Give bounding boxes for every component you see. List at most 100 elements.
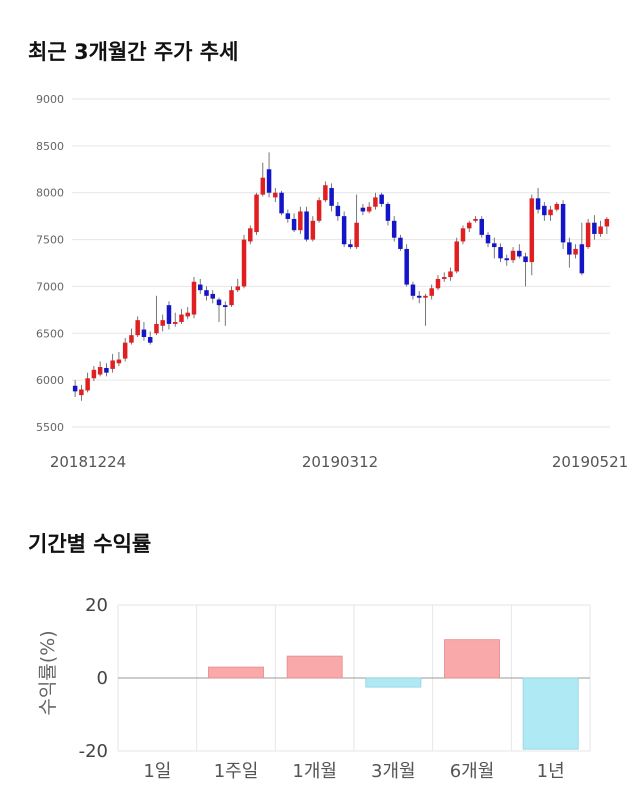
price-y-tick-label: 8000 (36, 187, 64, 200)
price-x-tick-label: 20190312 (302, 453, 378, 471)
candle-body (154, 323, 159, 334)
candle-body (373, 197, 378, 207)
returns-y-tick-label: 20 (85, 595, 108, 616)
candle-body (329, 188, 334, 206)
candle-body (548, 209, 553, 216)
price-x-tick-label: 20181224 (50, 453, 126, 471)
candle-body (197, 284, 203, 291)
returns-x-axis: 1일 1주일 1개월 3개월 6개월 1년 (143, 761, 564, 782)
returns-x-tick-label: 1개월 (292, 761, 337, 782)
candle-body (335, 205, 341, 217)
candle-body (260, 177, 266, 195)
candle-body (235, 286, 241, 291)
candle-body (104, 367, 109, 373)
candle-body (429, 288, 434, 296)
price-y-tick-label: 5500 (36, 421, 64, 434)
candle-body (116, 359, 122, 364)
candle-body (535, 198, 541, 210)
candle-body (598, 226, 603, 234)
candle-body (460, 228, 466, 242)
candle-body (79, 389, 84, 396)
returns-x-tick-label: 1주일 (214, 761, 259, 782)
candle-body (554, 203, 560, 210)
candle-body (141, 329, 147, 338)
returns-grid (117, 604, 591, 752)
candle-body (166, 305, 172, 324)
returns-y-tick-label: -20 (79, 741, 108, 762)
candle-body (172, 322, 178, 324)
candle-body (204, 290, 209, 296)
price-x-axis: 20181224 20190312 20190521 (50, 453, 628, 471)
candle-body (504, 258, 510, 261)
returns-bar-chart: 20 0 -20 1일 1주일 1개월 3개월 6개월 1년 수익률(%) (37, 595, 591, 782)
candle-body (316, 200, 322, 221)
candle-body (360, 207, 366, 212)
candle-body (542, 205, 547, 216)
candle-body (97, 367, 103, 375)
candle-body (517, 250, 522, 257)
returns-y-tick-label: 0 (97, 668, 108, 689)
candle-body (122, 342, 128, 359)
candle-body (279, 192, 284, 214)
returns-y-axis: 20 0 -20 (79, 595, 108, 762)
candle-body (398, 237, 403, 249)
candle-body (191, 281, 197, 315)
candle-body (510, 250, 516, 261)
returns-x-tick-label: 1일 (143, 761, 171, 782)
candle-body (529, 198, 535, 263)
candle-body (498, 247, 503, 259)
candle-body (604, 218, 610, 227)
price-y-axis: 9000 8500 8000 7500 7000 6500 6000 5500 (36, 93, 64, 434)
candle-body (441, 277, 447, 279)
candle-body (585, 222, 591, 248)
candle-body (579, 244, 585, 274)
price-x-tick-label: 20190521 (552, 453, 628, 471)
candle-body (416, 295, 422, 298)
returns-x-tick-label: 3개월 (371, 761, 416, 782)
return-bar (208, 666, 264, 679)
candle-body (523, 256, 528, 263)
candle-body (404, 248, 409, 285)
candle-body (266, 169, 272, 193)
candle-body (129, 335, 134, 343)
candle-body (304, 211, 309, 240)
candle-body (348, 244, 353, 248)
candle-body (573, 248, 578, 255)
candle-body (391, 220, 397, 238)
candle-body (110, 360, 115, 369)
price-y-tick-label: 8500 (36, 140, 64, 153)
returns-bars (208, 639, 579, 750)
candle-body (147, 337, 153, 343)
candle-body (592, 222, 597, 234)
returns-y-axis-label: 수익률(%) (37, 630, 59, 715)
candle-body (492, 243, 497, 248)
candle-body (435, 278, 441, 289)
candle-body (310, 220, 316, 240)
returns-title: 기간별 수익률 (28, 532, 152, 556)
candle-body (485, 234, 491, 244)
candle-body (229, 290, 234, 306)
price-grid (72, 98, 610, 428)
candle-body (273, 192, 278, 198)
candle-body (341, 216, 347, 245)
candle-body (85, 378, 90, 391)
candle-body (254, 194, 259, 233)
candle-body (473, 218, 478, 221)
candle-body (248, 228, 253, 242)
candle-body (385, 203, 391, 221)
candle-body (366, 206, 372, 212)
candle-body (179, 314, 184, 323)
candle-body (160, 320, 165, 326)
price-y-tick-label: 6500 (36, 327, 64, 340)
returns-x-tick-label: 1년 (537, 761, 565, 782)
price-y-tick-label: 6000 (36, 374, 64, 387)
price-y-tick-label: 7500 (36, 234, 64, 247)
candle-body (454, 241, 459, 272)
candle-body (423, 295, 428, 298)
candlestick-chart: 9000 8500 8000 7500 7000 6500 6000 5500 2018122… (36, 93, 628, 471)
candle-series (72, 152, 610, 401)
candle-body (135, 320, 140, 336)
candle-body (241, 239, 247, 287)
price-y-tick-label: 9000 (36, 93, 64, 106)
candle-body (479, 218, 485, 235)
